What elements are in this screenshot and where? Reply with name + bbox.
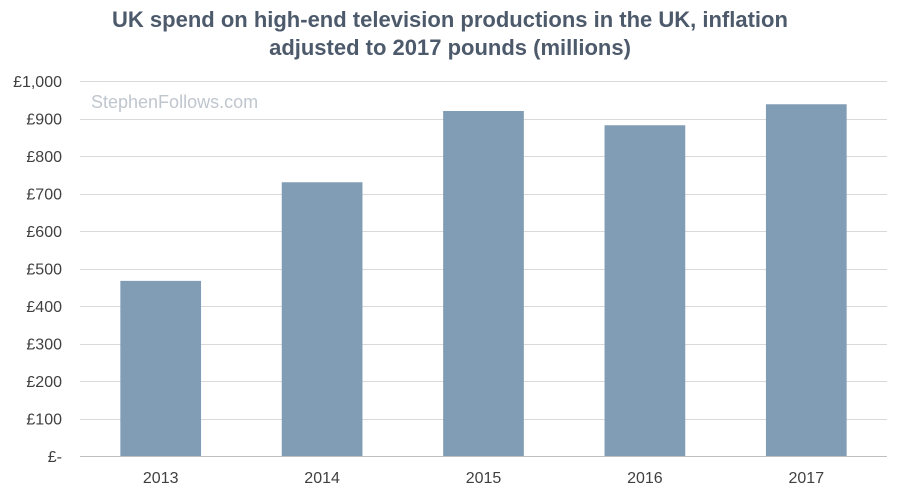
y-tick-label: £700 <box>26 187 62 204</box>
x-tick-label-2015: 2015 <box>466 470 502 487</box>
y-tick-label: £200 <box>26 374 62 391</box>
y-tick-label: £- <box>48 449 62 466</box>
chart-title-line-1: UK spend on high-end television producti… <box>112 7 788 32</box>
y-tick-label: £400 <box>26 299 62 316</box>
bar-2015 <box>443 111 524 456</box>
bar-2017 <box>765 104 847 456</box>
x-tick-label-2016: 2016 <box>627 470 663 487</box>
bars <box>120 104 847 456</box>
x-tick-label-2017: 2017 <box>789 470 825 487</box>
y-tick-label: £300 <box>26 337 62 354</box>
x-tick-label-2014: 2014 <box>304 470 340 487</box>
bar-2013 <box>120 280 202 456</box>
y-tick-label: £800 <box>26 149 62 166</box>
chart-title-line-2: adjusted to 2017 pounds (millions) <box>269 35 631 60</box>
y-tick-label: £1,000 <box>13 74 62 91</box>
bar-2014 <box>281 182 363 456</box>
y-axis-tick-labels: £- £100 £200 £300 £400 £500 £600 £700 £800 £900 £1… <box>13 74 62 466</box>
bar-2016 <box>604 125 686 456</box>
y-tick-label: £500 <box>26 262 62 279</box>
x-tick-label-2013: 2013 <box>143 470 179 487</box>
watermark-text: StephenFollows.com <box>91 92 258 112</box>
y-tick-label: £900 <box>26 112 62 129</box>
y-tick-label: £600 <box>26 224 62 241</box>
x-axis-tick-labels: 2013 2014 2015 2016 2017 <box>143 470 824 487</box>
y-tick-label: £100 <box>26 412 62 429</box>
